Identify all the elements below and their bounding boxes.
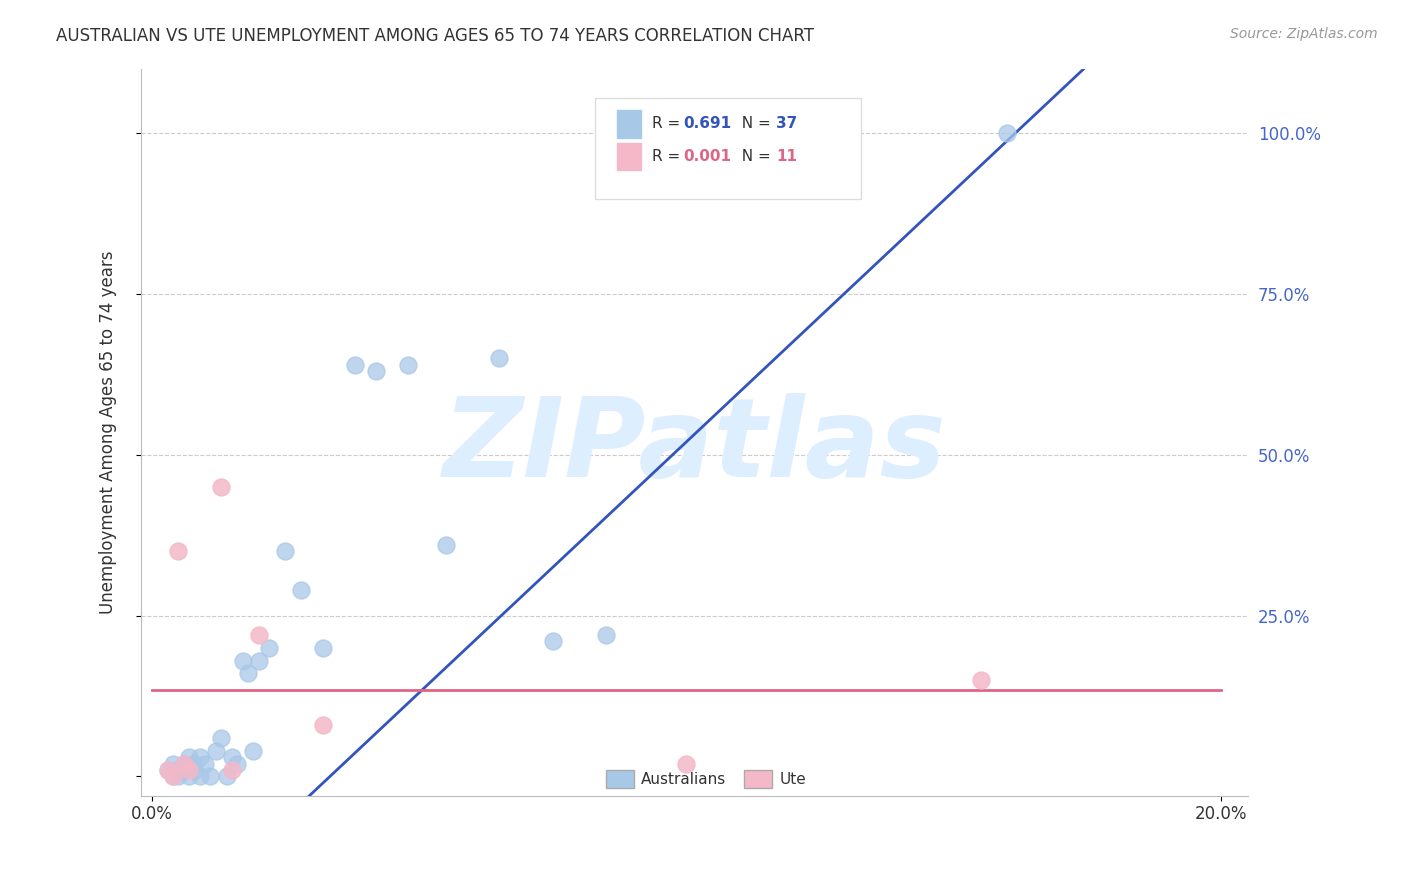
- FancyBboxPatch shape: [617, 110, 641, 137]
- Point: [396, 358, 419, 372]
- FancyBboxPatch shape: [606, 771, 634, 789]
- Point: [274, 544, 297, 558]
- Point: [183, 756, 205, 771]
- Point: [242, 744, 264, 758]
- Point: [312, 640, 335, 655]
- Point: [156, 763, 179, 777]
- Point: [290, 582, 312, 597]
- Text: 0.001: 0.001: [683, 149, 731, 164]
- Point: [343, 358, 366, 372]
- Point: [167, 544, 190, 558]
- Text: Source: ZipAtlas.com: Source: ZipAtlas.com: [1230, 27, 1378, 41]
- Point: [366, 364, 388, 378]
- Point: [232, 654, 254, 668]
- Text: 0.691: 0.691: [683, 116, 731, 131]
- Point: [209, 480, 232, 494]
- Point: [173, 756, 195, 771]
- Point: [188, 750, 211, 764]
- Point: [226, 756, 249, 771]
- Point: [434, 538, 457, 552]
- Y-axis label: Unemployment Among Ages 65 to 74 years: Unemployment Among Ages 65 to 74 years: [100, 251, 117, 614]
- Text: ZIPatlas: ZIPatlas: [443, 393, 946, 500]
- Point: [595, 628, 617, 642]
- Text: 37: 37: [776, 116, 797, 131]
- Point: [247, 628, 270, 642]
- Text: 11: 11: [776, 149, 797, 164]
- FancyBboxPatch shape: [617, 143, 641, 170]
- Point: [167, 763, 190, 777]
- Point: [183, 763, 205, 777]
- Point: [194, 756, 217, 771]
- Point: [162, 769, 184, 783]
- Point: [312, 718, 335, 732]
- Point: [205, 744, 228, 758]
- Point: [259, 640, 281, 655]
- Text: R =: R =: [652, 116, 686, 131]
- Point: [173, 756, 195, 771]
- Point: [236, 666, 259, 681]
- Point: [177, 750, 200, 764]
- Point: [488, 351, 510, 365]
- Point: [621, 126, 644, 140]
- Point: [162, 769, 184, 783]
- Point: [162, 756, 184, 771]
- Point: [177, 763, 200, 777]
- Text: N =: N =: [733, 149, 776, 164]
- Point: [215, 769, 238, 783]
- FancyBboxPatch shape: [744, 771, 772, 789]
- Text: AUSTRALIAN VS UTE UNEMPLOYMENT AMONG AGES 65 TO 74 YEARS CORRELATION CHART: AUSTRALIAN VS UTE UNEMPLOYMENT AMONG AGE…: [56, 27, 814, 45]
- Point: [173, 763, 195, 777]
- Point: [221, 763, 243, 777]
- Point: [247, 654, 270, 668]
- Point: [188, 769, 211, 783]
- Point: [156, 763, 179, 777]
- Point: [541, 634, 564, 648]
- Text: N =: N =: [733, 116, 776, 131]
- FancyBboxPatch shape: [595, 97, 860, 200]
- Point: [209, 731, 232, 745]
- Point: [675, 756, 697, 771]
- Point: [221, 750, 243, 764]
- Point: [167, 769, 190, 783]
- Text: Australians: Australians: [641, 772, 727, 787]
- Point: [969, 673, 991, 687]
- Text: R =: R =: [652, 149, 686, 164]
- Text: Ute: Ute: [780, 772, 807, 787]
- Point: [177, 769, 200, 783]
- Point: [995, 126, 1018, 140]
- Point: [200, 769, 222, 783]
